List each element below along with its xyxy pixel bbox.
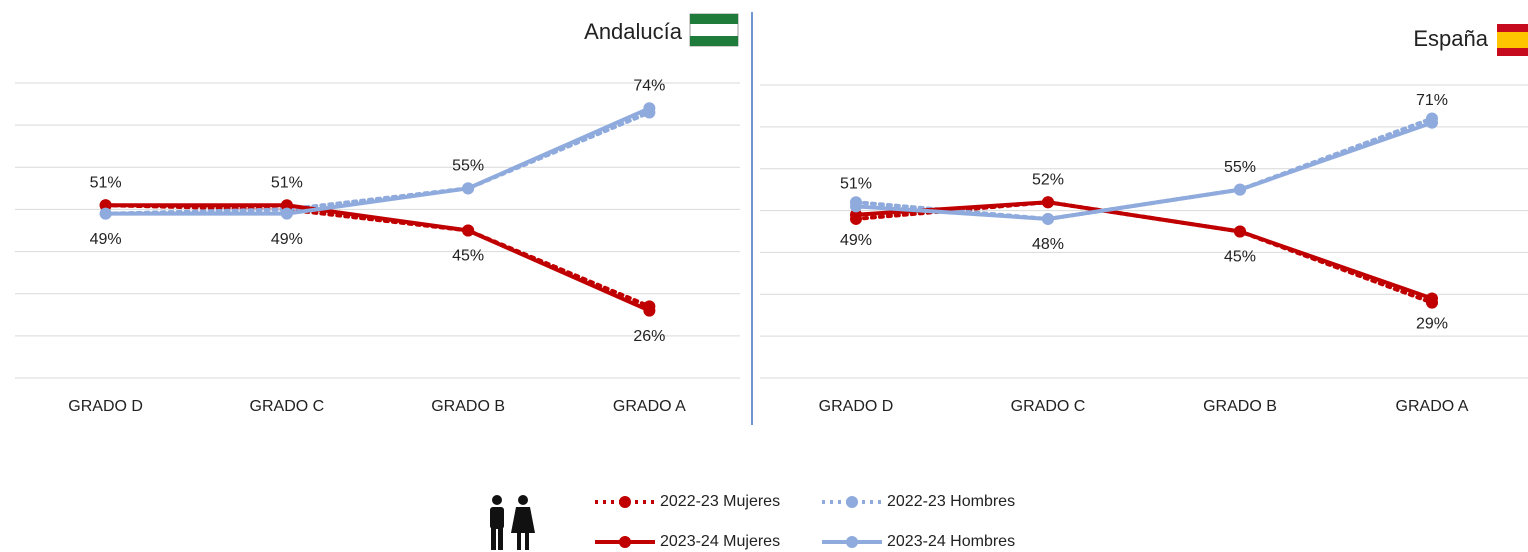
legend-label: 2023-24 Mujeres xyxy=(660,533,780,550)
flag-espana xyxy=(1497,24,1528,56)
marker xyxy=(850,208,862,221)
legend-label: 2022-23 Hombres xyxy=(887,493,1015,510)
x-tick-label: GRADO C xyxy=(250,398,325,415)
legend-marker xyxy=(846,536,858,548)
x-tick-label: GRADO C xyxy=(1011,398,1086,415)
data-label: 29% xyxy=(1416,316,1448,333)
data-label: 48% xyxy=(1032,236,1064,253)
marker xyxy=(850,200,862,213)
x-tick-label: GRADO A xyxy=(1396,398,1469,415)
marker xyxy=(1426,116,1438,129)
line xyxy=(854,120,1434,221)
data-label: 55% xyxy=(1224,159,1256,176)
data-label: 51% xyxy=(271,174,303,191)
legend-label: 2022-23 Mujeres xyxy=(660,493,780,510)
data-label: 51% xyxy=(840,176,872,193)
data-label: 49% xyxy=(271,231,303,248)
flag-andalucia xyxy=(689,13,739,47)
data-label: 49% xyxy=(840,232,872,249)
marker xyxy=(643,102,656,115)
marker xyxy=(462,182,475,195)
data-label: 45% xyxy=(452,248,484,265)
x-tick-label: GRADO B xyxy=(431,398,505,415)
marker xyxy=(280,207,293,220)
data-label: 45% xyxy=(1224,249,1256,266)
chart-title: España xyxy=(1413,26,1488,51)
x-tick-label: GRADO A xyxy=(613,398,686,415)
marker xyxy=(1234,225,1246,238)
data-label: 26% xyxy=(633,328,665,345)
data-label: 51% xyxy=(90,174,122,191)
data-label: 71% xyxy=(1416,92,1448,109)
marker xyxy=(1042,212,1054,225)
line xyxy=(854,200,1434,301)
line xyxy=(103,110,652,216)
data-label: 55% xyxy=(452,158,484,175)
x-tick-label: GRADO D xyxy=(68,398,143,415)
marker xyxy=(99,207,112,220)
marker xyxy=(1426,292,1438,305)
legend-marker xyxy=(846,496,858,508)
marker xyxy=(1234,183,1246,196)
marker xyxy=(462,224,475,237)
legend-marker xyxy=(619,496,631,508)
legend-label: 2023-24 Hombres xyxy=(887,533,1015,550)
data-label: 49% xyxy=(90,231,122,248)
chart-title: Andalucía xyxy=(584,19,683,44)
x-tick-label: GRADO D xyxy=(819,398,894,415)
people-icon xyxy=(490,495,535,550)
marker xyxy=(99,199,112,212)
data-label: 52% xyxy=(1032,171,1064,188)
legend-marker xyxy=(619,536,631,548)
line xyxy=(103,203,652,313)
x-tick-label: GRADO B xyxy=(1203,398,1277,415)
data-label: 74% xyxy=(633,78,665,95)
marker xyxy=(643,304,656,317)
line xyxy=(103,106,652,216)
marker xyxy=(1042,196,1054,209)
marker xyxy=(280,199,293,212)
line xyxy=(103,203,652,309)
